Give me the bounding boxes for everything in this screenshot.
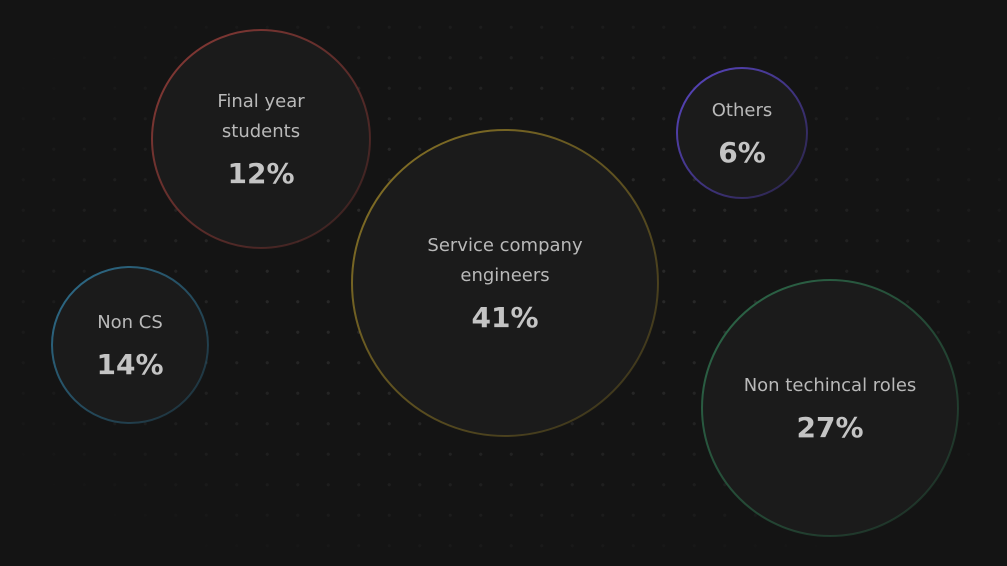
bubble-label-non-cs: Non CS <box>97 312 163 333</box>
bubble-non-cs: Non CS 14% <box>51 266 209 424</box>
bubble-label-service-company-engineers-line-2: engineers <box>460 265 549 286</box>
bubble-circle-others <box>676 67 808 199</box>
bubble-circle-non-cs <box>51 266 209 424</box>
bubble-final-year-students: Final year students 12% <box>151 29 371 249</box>
bubble-value-final-year-students: 12% <box>227 157 294 190</box>
bubble-value-service-company-engineers: 41% <box>471 301 538 334</box>
bubble-circle-service-company-engineers <box>351 129 659 437</box>
bubble-circle-non-techincal-roles <box>701 279 959 537</box>
bubble-label-final-year-students-line-1: Final year <box>217 91 305 112</box>
bubble-circle-final-year-students <box>151 29 371 249</box>
bubble-value-non-techincal-roles: 27% <box>796 411 863 444</box>
bubble-label-final-year-students-line-2: students <box>222 121 300 142</box>
bubble-service-company-engineers: Service company engineers 41% <box>351 129 659 437</box>
bubble-non-techincal-roles: Non techincal roles 27% <box>701 279 959 537</box>
bubble-value-others: 6% <box>718 136 766 169</box>
bubble-label-service-company-engineers-line-1: Service company <box>427 235 583 256</box>
bubble-value-non-cs: 14% <box>96 348 163 381</box>
bubble-label-others: Others <box>712 100 773 121</box>
bubble-others: Others 6% <box>676 67 808 199</box>
bubble-label-non-techincal-roles: Non techincal roles <box>744 375 917 396</box>
